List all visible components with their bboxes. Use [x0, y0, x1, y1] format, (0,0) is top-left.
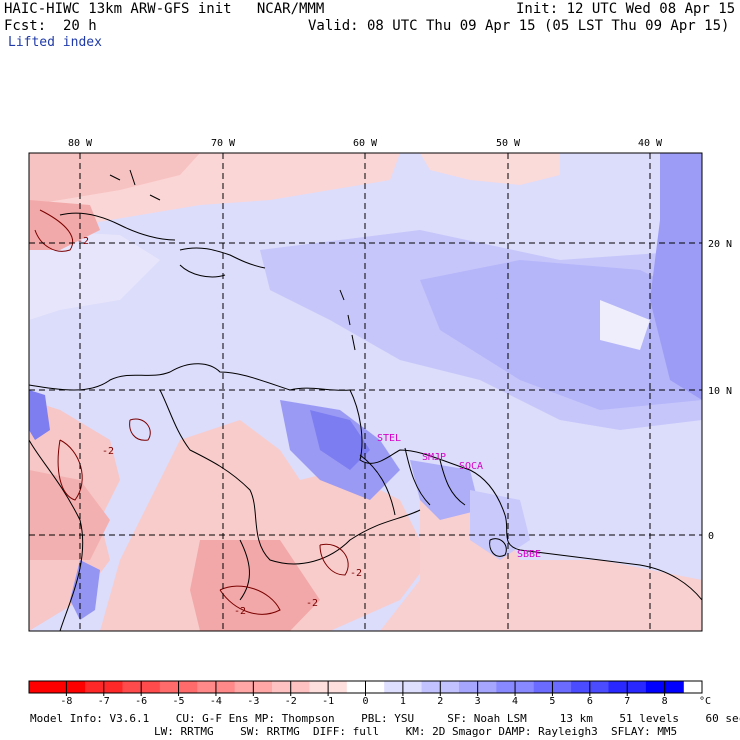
contour-value-label: -2 — [306, 598, 318, 609]
lat-label: 10 N — [708, 386, 732, 397]
coastlines — [29, 169, 702, 631]
colorbar: -8 -7 -6 -5 -4 -3 -2 -1 0 1 2 3 4 5 6 7 8 — [28, 680, 703, 707]
model-info-line1: Model Info: V3.6.1 CU: G-F Ens MP: Thomp… — [30, 712, 740, 725]
colorbar-tick-label: 8 — [662, 696, 668, 707]
colorbar-tick-label: 4 — [512, 696, 518, 707]
colorbar-tick-label: -5 — [173, 696, 185, 707]
contour-value-label: -2 — [350, 568, 362, 579]
colorbar-tick-label: 2 — [437, 696, 443, 707]
station-label: SMJP — [422, 452, 446, 463]
lat-label: 20 N — [708, 239, 732, 250]
graticule — [29, 153, 702, 631]
lon-label: 40 W — [638, 138, 663, 149]
colorbar-tick-label: -1 — [322, 696, 334, 707]
colorbar-unit: °C — [699, 696, 711, 707]
colorbar-tick-label: -6 — [135, 696, 147, 707]
forecast-hour: Fcst: 20 h — [4, 18, 97, 34]
colorbar-tick-label: 7 — [624, 696, 630, 707]
lon-label: 80 W — [68, 138, 93, 149]
lat-label: 0 — [708, 531, 714, 542]
valid-time: Valid: 08 UTC Thu 09 Apr 15 (05 LST Thu … — [308, 18, 730, 34]
station-label: SBBE — [517, 549, 541, 560]
colorbar-tick-label: -8 — [60, 696, 72, 707]
colorbar-tick-label: -2 — [285, 696, 297, 707]
contour-value-label: -2 — [234, 606, 246, 617]
colorbar-tick-label: 6 — [587, 696, 593, 707]
colorbar-tick-label: 3 — [475, 696, 481, 707]
lon-label: 60 W — [353, 138, 378, 149]
lifted-index-field — [29, 153, 702, 631]
lon-label: 50 W — [496, 138, 521, 149]
init-time: Init: 12 UTC Wed 08 Apr 15 — [516, 1, 736, 17]
contour-value-label: -2 — [77, 236, 89, 247]
field-name: Lifted index — [8, 35, 102, 50]
colorbar-tick-label: -7 — [98, 696, 110, 707]
colorbar-tick-label: 5 — [549, 696, 555, 707]
colorbar-tick-label: -3 — [247, 696, 259, 707]
station-label: SOCA — [459, 461, 483, 472]
map-frame — [28, 152, 703, 632]
colorbar-tick-label: 1 — [400, 696, 406, 707]
contour-value-label: -2 — [102, 446, 114, 457]
colorbar-tick-label: -4 — [210, 696, 222, 707]
station-label: STEL — [377, 433, 401, 444]
contour-lines — [34, 209, 349, 615]
colorbar-tick-label: 0 — [362, 696, 368, 707]
lon-label: 70 W — [211, 138, 236, 149]
model-title: HAIC-HIWC 13km ARW-GFS init NCAR/MMM — [4, 1, 325, 17]
model-info-line2: LW: RRTMG SW: RRTMG DIFF: full KM: 2D Sm… — [154, 725, 678, 738]
